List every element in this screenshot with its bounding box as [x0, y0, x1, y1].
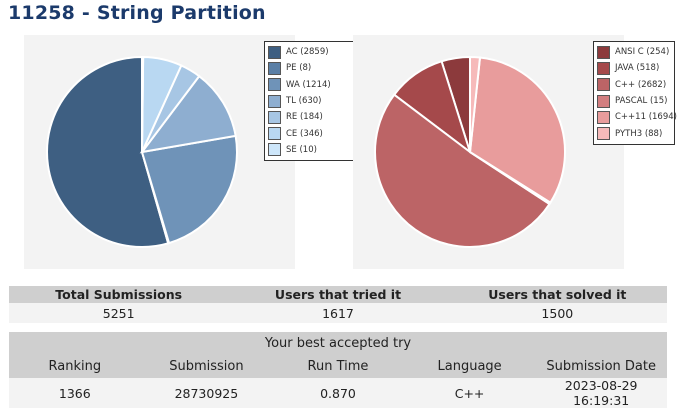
- best-ranking-value: 1366: [9, 378, 141, 408]
- legend-label: WA (1214): [286, 79, 331, 90]
- legend-label: ANSI C (254): [615, 47, 670, 58]
- best-date-value: 2023-08-29 16:19:31: [535, 378, 667, 408]
- pie-slice-pyth3: [469, 55, 482, 153]
- pie-slice-tl: [139, 74, 237, 154]
- stats-solved-value: 1500: [447, 303, 667, 323]
- stats-header-tried: Users that tried it: [228, 286, 448, 303]
- best-submission-link[interactable]: 28730925: [140, 378, 273, 408]
- legend-swatch: [597, 78, 610, 92]
- legend-label: TL (630): [286, 96, 322, 107]
- language-chart-panel: [353, 35, 624, 269]
- page-title: 11258 - String Partition: [8, 2, 266, 24]
- verdict-chart-panel: [24, 35, 295, 269]
- legend-item: CE (346): [268, 125, 356, 141]
- legend-label: JAVA (518): [615, 63, 660, 74]
- legend-label: C++ (2682): [615, 79, 667, 90]
- legend-item: SE (10): [268, 142, 356, 158]
- pie-slice-ac: [46, 55, 170, 248]
- legend-label: CE (346): [286, 128, 323, 139]
- submission-stats-table: Total Submissions Users that tried it Us…: [9, 286, 667, 323]
- best-language-value: C++: [403, 378, 536, 408]
- legend-item: C++11 (1694): [597, 109, 677, 125]
- best-header-submission: Submission: [140, 355, 273, 378]
- best-header-language: Language: [403, 355, 536, 378]
- pie-slice-wa: [140, 134, 239, 245]
- legend-swatch: [268, 61, 281, 75]
- verdict-legend: AC (2859) PE (8) WA (1214) TL (630) RE (184)…: [264, 41, 360, 162]
- legend-swatch: [597, 61, 610, 75]
- legend-item: WA (1214): [268, 77, 356, 93]
- legend-swatch: [597, 110, 610, 124]
- language-legend: ANSI C (254) JAVA (518) C++ (2682) PASCAL (…: [593, 41, 677, 145]
- legend-label: PYTH3 (88): [615, 128, 663, 139]
- legend-label: SE (10): [286, 144, 317, 155]
- legend-item: JAVA (518): [597, 60, 671, 76]
- verdict-pie-chart: [46, 55, 239, 248]
- legend-label: C++11 (1694): [615, 112, 677, 123]
- stats-header-solved: Users that solved it: [447, 286, 667, 303]
- legend-label: RE (184): [286, 112, 323, 123]
- legend-item: TL (630): [268, 93, 356, 109]
- legend-swatch: [268, 94, 281, 108]
- legend-item: C++ (2682): [597, 77, 671, 93]
- stats-tried-value: 1617: [228, 303, 448, 323]
- best-header-ranking: Ranking: [9, 355, 141, 378]
- language-pie-chart: [374, 55, 566, 248]
- legend-label: PE (8): [286, 63, 312, 74]
- legend-item: PYTH3 (88): [597, 125, 671, 141]
- legend-swatch: [268, 110, 281, 124]
- legend-swatch: [268, 127, 281, 141]
- legend-swatch: [268, 143, 281, 157]
- legend-item: AC (2859): [268, 44, 356, 60]
- legend-swatch: [268, 78, 281, 92]
- legend-label: AC (2859): [286, 47, 329, 58]
- pie-slice-se: [141, 55, 145, 153]
- legend-swatch: [268, 45, 281, 59]
- legend-item: ANSI C (254): [597, 44, 671, 60]
- stats-total-value: 5251: [9, 303, 229, 323]
- stats-header-total: Total Submissions: [9, 286, 229, 303]
- best-try-table: Your best accepted try Ranking Submissio…: [9, 332, 667, 408]
- best-runtime-value: 0.870: [272, 378, 404, 408]
- legend-swatch: [597, 45, 610, 59]
- best-try-caption: Your best accepted try: [9, 332, 667, 355]
- legend-swatch: [597, 127, 610, 141]
- legend-item: RE (184): [268, 109, 356, 125]
- pie-slice-c-11: [468, 56, 566, 204]
- best-header-date: Submission Date: [535, 355, 667, 378]
- legend-swatch: [597, 94, 610, 108]
- best-header-runtime: Run Time: [272, 355, 404, 378]
- legend-label: PASCAL (15): [615, 96, 668, 107]
- legend-item: PASCAL (15): [597, 93, 671, 109]
- pie-slice-c-: [374, 93, 551, 248]
- legend-item: PE (8): [268, 60, 356, 76]
